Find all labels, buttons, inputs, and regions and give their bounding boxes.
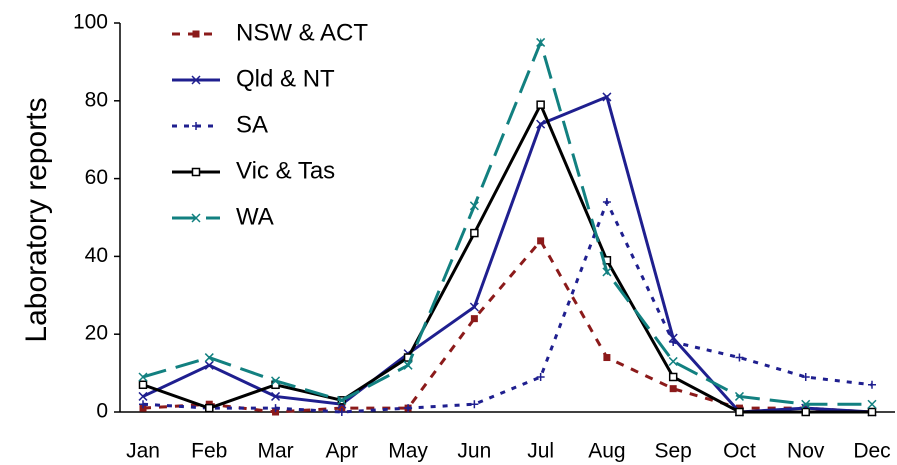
legend-label: Qld & NT [236, 65, 335, 92]
marker [470, 228, 479, 238]
marker [271, 376, 281, 386]
series-line [142, 37, 872, 406]
marker [204, 360, 214, 370]
marker [191, 167, 201, 177]
marker [271, 391, 281, 401]
x-tick-label: May [388, 440, 428, 463]
x-tick-label: Aug [588, 440, 625, 463]
marker [191, 75, 201, 85]
marker [669, 385, 677, 393]
marker [337, 408, 346, 416]
marker [735, 407, 744, 417]
x-tick-label: Jul [527, 440, 554, 463]
marker [735, 353, 744, 362]
marker [139, 400, 147, 409]
y-tick-label: 80 [85, 88, 108, 111]
marker [801, 399, 811, 409]
marker [192, 30, 200, 38]
x-tick-label: Mar [257, 440, 293, 463]
legend-label: Vic & Tas [236, 157, 335, 184]
marker [668, 372, 678, 382]
marker [867, 399, 877, 409]
marker [801, 372, 810, 381]
y-tick-label: 100 [73, 11, 108, 34]
marker [536, 372, 545, 381]
marker [801, 407, 810, 417]
marker [469, 302, 479, 312]
x-tick-label: Nov [787, 440, 825, 463]
marker [470, 400, 479, 409]
marker [668, 356, 678, 366]
x-tick-label: Apr [325, 440, 358, 463]
y-tick-label: 60 [85, 166, 108, 189]
marker [403, 360, 413, 370]
y-tick-label: 40 [85, 244, 108, 267]
marker [602, 197, 611, 206]
marker [271, 404, 280, 413]
x-tick-label: Sep [654, 440, 691, 463]
x-tick-label: Dec [853, 440, 890, 463]
marker [536, 37, 546, 47]
marker [191, 213, 201, 223]
marker [204, 353, 214, 363]
marker [404, 404, 413, 413]
marker [205, 403, 214, 413]
marker [192, 122, 200, 130]
marker [469, 201, 479, 211]
marker [669, 337, 678, 346]
series-line [142, 101, 872, 414]
series-line [142, 94, 873, 414]
marker [602, 267, 612, 277]
marker [138, 391, 148, 401]
marker [138, 372, 148, 382]
marker [867, 407, 877, 417]
marker [536, 119, 546, 129]
x-tick-label: Jan [126, 440, 160, 463]
series-line [142, 198, 873, 414]
marker [603, 354, 611, 362]
marker [734, 391, 744, 401]
y-axis-label: Laboratory reports [20, 97, 53, 342]
y-tick-label: 20 [85, 322, 108, 345]
x-tick-label: Jun [457, 440, 491, 463]
marker [602, 92, 612, 102]
marker [337, 395, 347, 405]
marker [537, 237, 545, 245]
y-tick-label: 0 [96, 400, 108, 423]
marker [138, 380, 148, 390]
x-tick-label: Oct [723, 440, 756, 463]
marker [536, 100, 545, 109]
marker [868, 380, 876, 389]
x-tick-label: Feb [191, 440, 227, 463]
legend-label: WA [236, 203, 274, 230]
marker [470, 315, 478, 323]
legend-label: NSW & ACT [236, 19, 368, 46]
legend-label: SA [236, 111, 268, 138]
